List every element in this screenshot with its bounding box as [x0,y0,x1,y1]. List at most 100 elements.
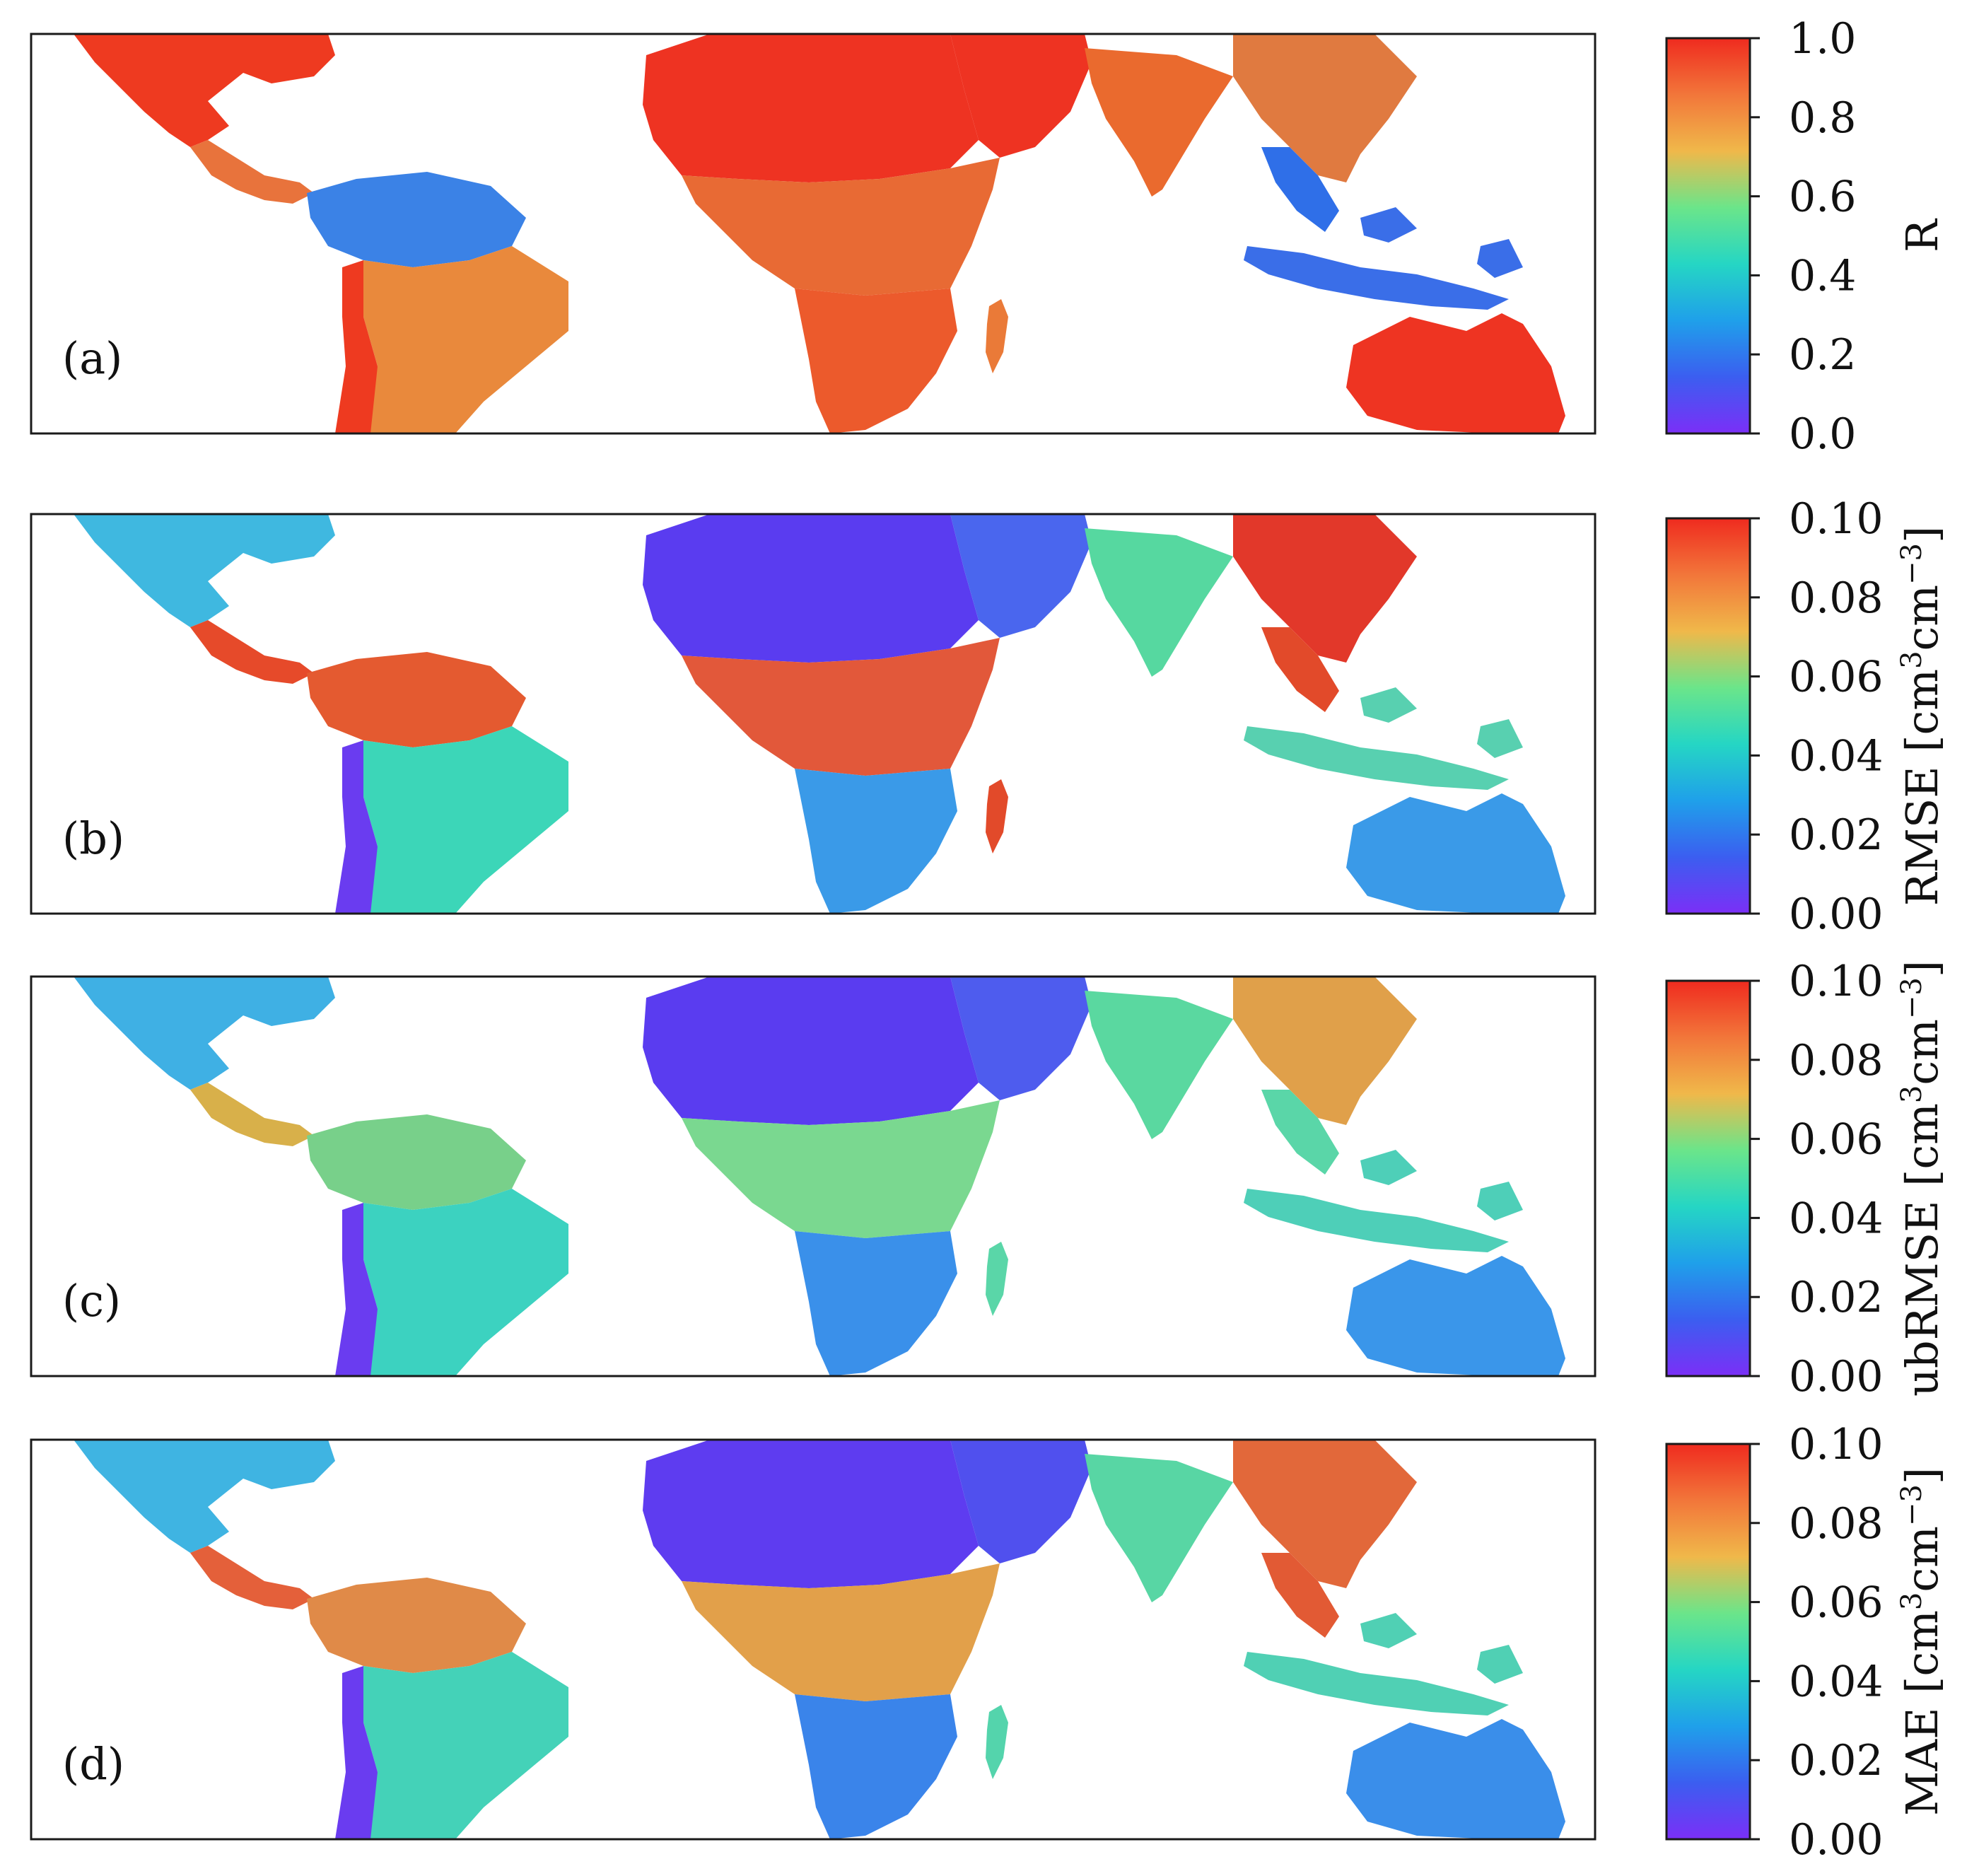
map-a [30,33,1596,435]
colorbar-tick-label: 0.04 [1789,731,1884,781]
colorbar-tick-label: 0.8 [1789,93,1856,143]
region-central-america [190,620,314,684]
region-sahara [643,514,979,663]
panel-label: (a) [62,332,122,384]
region-southern-africa [795,769,957,914]
region-south-america-south [363,726,568,914]
region-madagascar [986,1705,1008,1779]
region-sahara [643,977,979,1125]
region-madagascar [986,779,1008,853]
panel-label: (b) [62,812,124,864]
region-central-america [190,1546,314,1609]
map-frame [30,1438,1596,1841]
region-south-america-south [363,1189,568,1376]
colorbar-title: RMSE [cm3cm−3] [1896,526,1948,906]
region-north-america [74,34,335,147]
region-east-asia [1233,977,1417,1125]
region-arabia [950,34,1092,158]
colorbar-tick-label: 0.08 [1789,573,1884,623]
region-south-america-north [307,1114,526,1210]
colorbar-frame [1665,517,1751,915]
colorbar-b [1666,518,1750,914]
colorbar-frame [1665,1443,1751,1841]
region-east-asia [1233,1440,1417,1588]
region-patagonia [335,1666,378,1839]
colorbar-tick-label: 0.10 [1789,957,1884,1006]
colorbar-tick-label: 0.2 [1789,330,1856,380]
colorbar-d [1666,1444,1750,1839]
land-layer [74,514,1565,914]
region-indonesia [1244,207,1523,310]
region-southern-africa [795,1231,957,1376]
colorbar-frame [1665,37,1751,435]
region-central-africa [682,1563,1000,1701]
region-southern-africa [795,1694,957,1839]
region-central-america [190,1083,314,1146]
colorbar-c [1666,981,1750,1376]
region-indonesia [1244,1150,1523,1252]
region-sahara [643,34,979,182]
colorbar-tick-label: 0.10 [1789,1420,1884,1469]
region-australia [1346,1256,1565,1376]
region-indonesia [1244,1613,1523,1715]
region-arabia [950,514,1092,638]
colorbar-tick-label: 0.00 [1789,890,1884,939]
region-north-america [74,1440,335,1553]
region-arabia [950,1440,1092,1563]
region-australia [1346,313,1565,433]
panel-label: (d) [62,1738,124,1790]
colorbar-tick-label: 0.02 [1789,1273,1884,1322]
region-indonesia [1244,687,1523,790]
region-central-africa [682,638,1000,776]
region-madagascar [986,1242,1008,1316]
region-north-america [74,977,335,1090]
colorbar-tick-label: 0.04 [1789,1657,1884,1706]
region-india [1085,48,1233,197]
colorbar-tick-label: 0.00 [1789,1815,1884,1865]
colorbar-a [1666,38,1750,433]
colorbar-title: MAE [cm3cm−3] [1896,1467,1948,1816]
colorbar-tick-label: 0.0 [1789,409,1856,459]
region-southeast-asia [1261,1090,1339,1175]
map-frame [30,33,1596,435]
colorbar-tick-label: 0.4 [1789,251,1856,301]
panel-a: (a) 0.0 0.2 0.4 0.6 0.8 1.0 R [30,14,1948,459]
colorbar-tick-label: 0.08 [1789,1499,1884,1549]
map-frame [30,975,1596,1377]
region-south-america-north [307,652,526,747]
panels: (a) 0.0 0.2 0.4 0.6 0.8 1.0 R (b) 0.00 0.02 0.04 0.0… [30,14,1948,1865]
colorbar-tick-label: 0.6 [1789,173,1856,222]
map-frame [30,513,1596,915]
colorbar-tick-label: 0.02 [1789,1736,1884,1785]
colorbar-tick-label: 0.06 [1789,1578,1884,1628]
region-east-asia [1233,34,1417,182]
colorbar-title: ubRMSE [cm3cm−3] [1896,960,1948,1397]
colorbar-tick-label: 0.00 [1789,1352,1884,1402]
region-central-africa [682,158,1000,296]
region-southeast-asia [1261,1553,1339,1638]
region-madagascar [986,299,1008,373]
region-india [1085,1454,1233,1602]
region-southern-africa [795,289,957,433]
region-india [1085,528,1233,677]
region-southeast-asia [1261,627,1339,712]
region-southeast-asia [1261,147,1339,232]
land-layer [74,977,1565,1376]
colorbar-tick-label: 0.02 [1789,810,1884,860]
region-north-america [74,514,335,627]
colorbar-tick-label: 0.06 [1789,1115,1884,1165]
colorbar-tick-label: 0.10 [1789,494,1884,544]
region-south-america-south [363,1652,568,1839]
colorbar-frame [1665,979,1751,1377]
region-arabia [950,977,1092,1100]
panel-label: (c) [62,1275,121,1327]
region-patagonia [335,740,378,914]
region-india [1085,991,1233,1139]
region-patagonia [335,260,378,433]
region-australia [1346,793,1565,914]
colorbar-tick-label: 1.0 [1789,14,1856,64]
